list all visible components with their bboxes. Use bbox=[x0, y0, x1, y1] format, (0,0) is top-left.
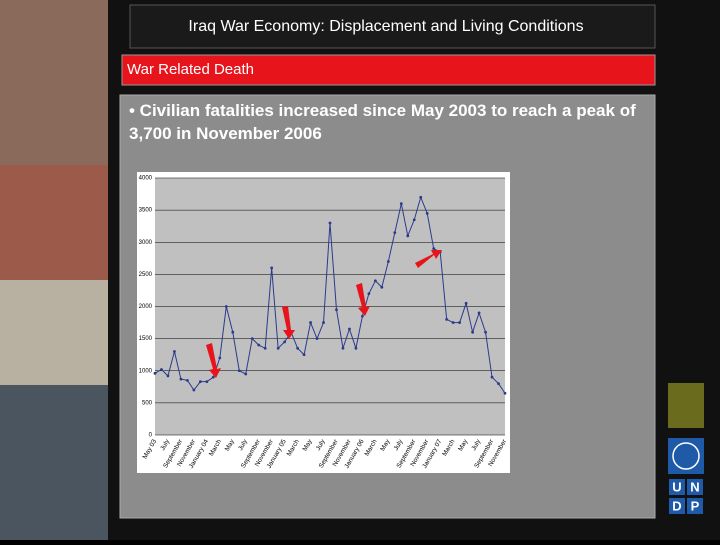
data-point bbox=[198, 380, 202, 384]
un-emblem bbox=[668, 438, 704, 474]
data-point bbox=[380, 285, 384, 289]
data-point bbox=[231, 330, 235, 334]
data-point bbox=[270, 266, 274, 270]
data-point bbox=[224, 305, 228, 308]
data-point bbox=[354, 346, 358, 350]
emblem bbox=[668, 383, 704, 428]
y-tick-label: 2000 bbox=[139, 304, 153, 310]
data-point bbox=[373, 279, 377, 283]
data-point bbox=[153, 371, 157, 375]
data-point bbox=[205, 380, 209, 384]
data-point bbox=[309, 321, 312, 324]
data-point bbox=[367, 292, 371, 296]
logo-tile bbox=[687, 498, 703, 514]
data-point bbox=[432, 247, 436, 251]
photo bbox=[0, 385, 108, 540]
data-point bbox=[218, 356, 222, 360]
arrow bbox=[206, 343, 221, 378]
title-bar bbox=[129, 4, 656, 49]
data-point bbox=[361, 314, 364, 318]
data-point bbox=[445, 317, 449, 321]
data-point bbox=[399, 202, 403, 206]
data-point bbox=[166, 374, 170, 378]
data-point bbox=[406, 234, 410, 238]
data-point bbox=[322, 321, 325, 324]
logo-letter: U bbox=[672, 479, 681, 494]
logo-letter: N bbox=[690, 479, 699, 494]
data-point bbox=[348, 327, 351, 331]
photo bbox=[0, 165, 108, 280]
un-globe bbox=[672, 442, 700, 470]
y-tick-label: 3000 bbox=[139, 240, 153, 246]
logo-tile bbox=[669, 498, 685, 514]
data-point bbox=[386, 260, 390, 263]
section-title: War Related Death bbox=[127, 61, 254, 78]
data-point bbox=[315, 337, 319, 341]
data-point bbox=[186, 378, 189, 382]
y-tick-label: 500 bbox=[142, 400, 153, 406]
data-point bbox=[412, 218, 416, 222]
y-tick-label: 3500 bbox=[139, 208, 153, 214]
data-point bbox=[393, 231, 397, 235]
arrow bbox=[415, 250, 442, 268]
data-point bbox=[276, 346, 280, 350]
data-point bbox=[257, 343, 261, 347]
data-point bbox=[484, 330, 487, 334]
data-point bbox=[160, 368, 163, 371]
y-tick-label: 1000 bbox=[139, 368, 153, 374]
arrow bbox=[356, 283, 370, 316]
data-point bbox=[471, 330, 474, 334]
data-point bbox=[335, 308, 338, 312]
data-point bbox=[250, 337, 254, 341]
logo-tile bbox=[687, 479, 703, 495]
data-point bbox=[458, 321, 462, 324]
y-tick-label: 2500 bbox=[139, 272, 153, 278]
data-point bbox=[503, 391, 507, 395]
data-point bbox=[490, 375, 494, 379]
section-bar bbox=[121, 54, 656, 86]
bullet: • Civilian fatalities increased since Ma… bbox=[129, 101, 636, 143]
data-point bbox=[192, 388, 196, 392]
data-point bbox=[237, 369, 241, 373]
arrows bbox=[206, 250, 442, 378]
data-point bbox=[244, 372, 248, 376]
data-point bbox=[283, 340, 287, 344]
arrow bbox=[282, 306, 295, 339]
data-point bbox=[211, 375, 215, 379]
data-point bbox=[179, 377, 183, 381]
y-tick-label: 0 bbox=[149, 433, 153, 439]
y-tick-label: 4000 bbox=[139, 176, 153, 182]
data-point bbox=[173, 350, 176, 353]
logo-letter: P bbox=[691, 498, 700, 513]
logo: U ND P bbox=[669, 479, 703, 514]
data-point bbox=[419, 195, 423, 199]
data-point bbox=[328, 221, 332, 225]
data-point bbox=[296, 346, 299, 350]
data-point bbox=[302, 353, 306, 357]
logo-tile bbox=[669, 479, 685, 495]
y-tick-label: 1500 bbox=[139, 336, 153, 342]
data-point bbox=[477, 311, 481, 315]
bullet-box: • Civilian fatalities increased since Ma… bbox=[129, 101, 636, 143]
data-point bbox=[263, 346, 267, 350]
data-point bbox=[425, 211, 429, 215]
slide-title: Iraq War Economy: Displacement and Livin… bbox=[188, 18, 583, 35]
data-point bbox=[451, 321, 455, 324]
data-point bbox=[341, 346, 345, 350]
photo bbox=[0, 280, 108, 385]
photo bbox=[0, 0, 108, 165]
data-point bbox=[497, 382, 500, 385]
logo-letter: D bbox=[672, 498, 681, 513]
data-point bbox=[464, 301, 468, 305]
